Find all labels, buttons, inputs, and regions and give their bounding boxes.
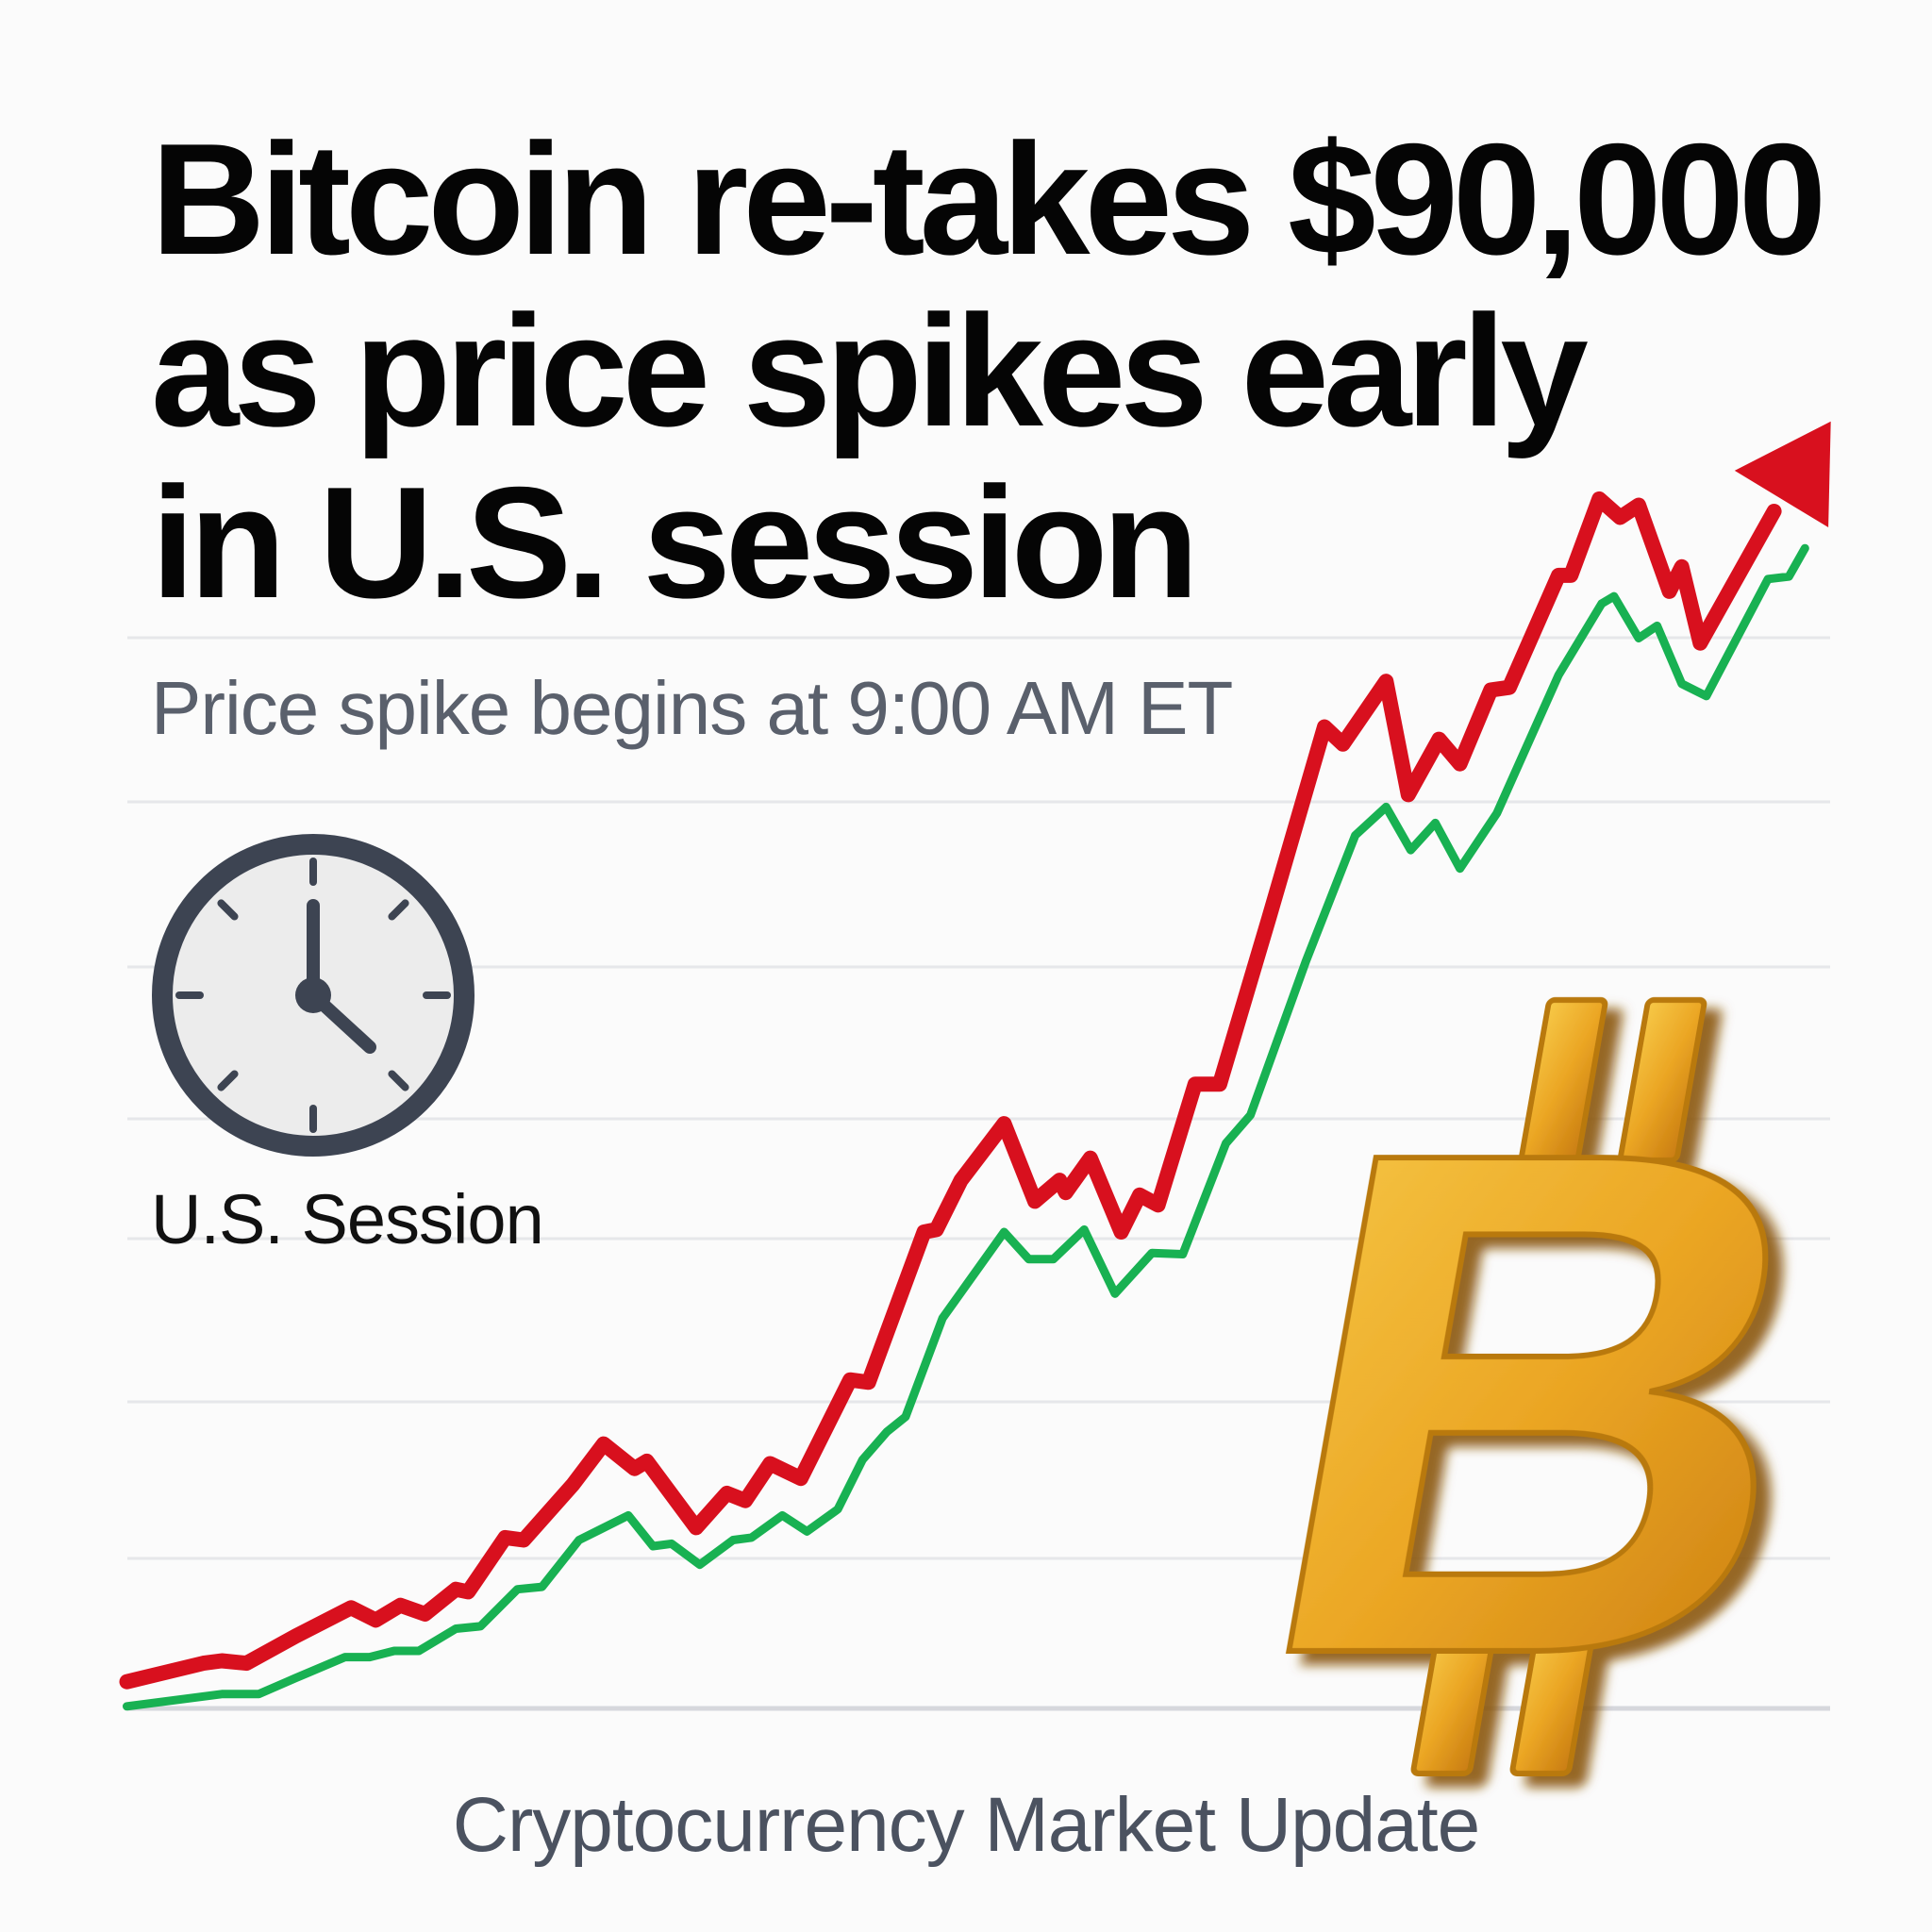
arrow-up-icon xyxy=(1734,421,1831,527)
headline-line-1: Bitcoin re-takes $90,000 xyxy=(151,110,1826,288)
subtitle: Price spike begins at 9:00 AM ET xyxy=(151,666,1233,750)
headline-line-2: as price spikes early xyxy=(151,282,1589,459)
headline: Bitcoin re-takes $90,000 as price spikes… xyxy=(151,110,1826,631)
session-label: U.S. Session xyxy=(151,1180,544,1258)
bitcoin-letter: B xyxy=(1214,1003,1873,1803)
clock-tick xyxy=(217,899,239,921)
green-price-line xyxy=(123,543,1809,1711)
clock-tick xyxy=(388,899,409,921)
clock-tick xyxy=(388,1070,409,1091)
red-price-line xyxy=(119,491,1782,1690)
clock-tick xyxy=(217,1070,239,1091)
clock-icon xyxy=(152,834,475,1157)
bitcoin-icon: B xyxy=(1211,997,1876,1807)
headline-line-3: in U.S. session xyxy=(151,454,1199,631)
footer-caption: Cryptocurrency Market Update xyxy=(452,1782,1481,1868)
